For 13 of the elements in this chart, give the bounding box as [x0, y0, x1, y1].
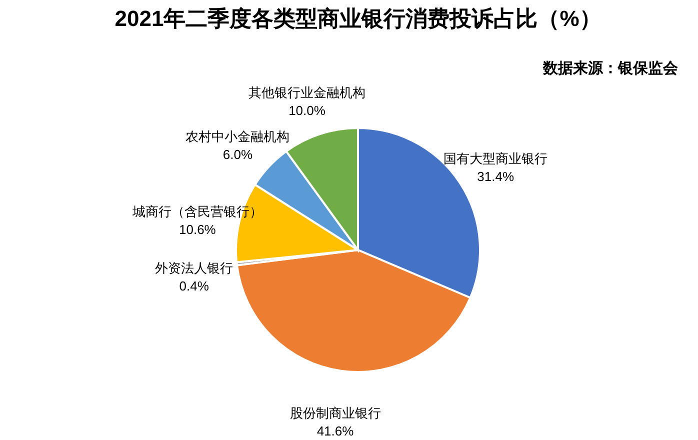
data-label: 6.0%	[222, 147, 253, 162]
data-label: 41.6%	[316, 423, 354, 438]
chart-title: 2021年二季度各类型商业银行消费投诉占比（%）	[114, 6, 602, 31]
data-label: 10.6%	[179, 222, 216, 237]
slice-label: 外资法人银行	[155, 260, 234, 276]
source-note: 数据来源：银保监会	[542, 60, 679, 77]
slice-label: 股份制商业银行	[290, 405, 381, 420]
slice-label: 其他银行业金融机构	[248, 85, 366, 100]
data-label: 0.4%	[179, 278, 210, 294]
data-label: 10.0%	[288, 103, 326, 118]
slice-label: 国有大型商业银行	[444, 150, 548, 166]
data-label: 31.4%	[477, 168, 514, 184]
slice-label: 农村中小金融机构	[186, 129, 290, 144]
